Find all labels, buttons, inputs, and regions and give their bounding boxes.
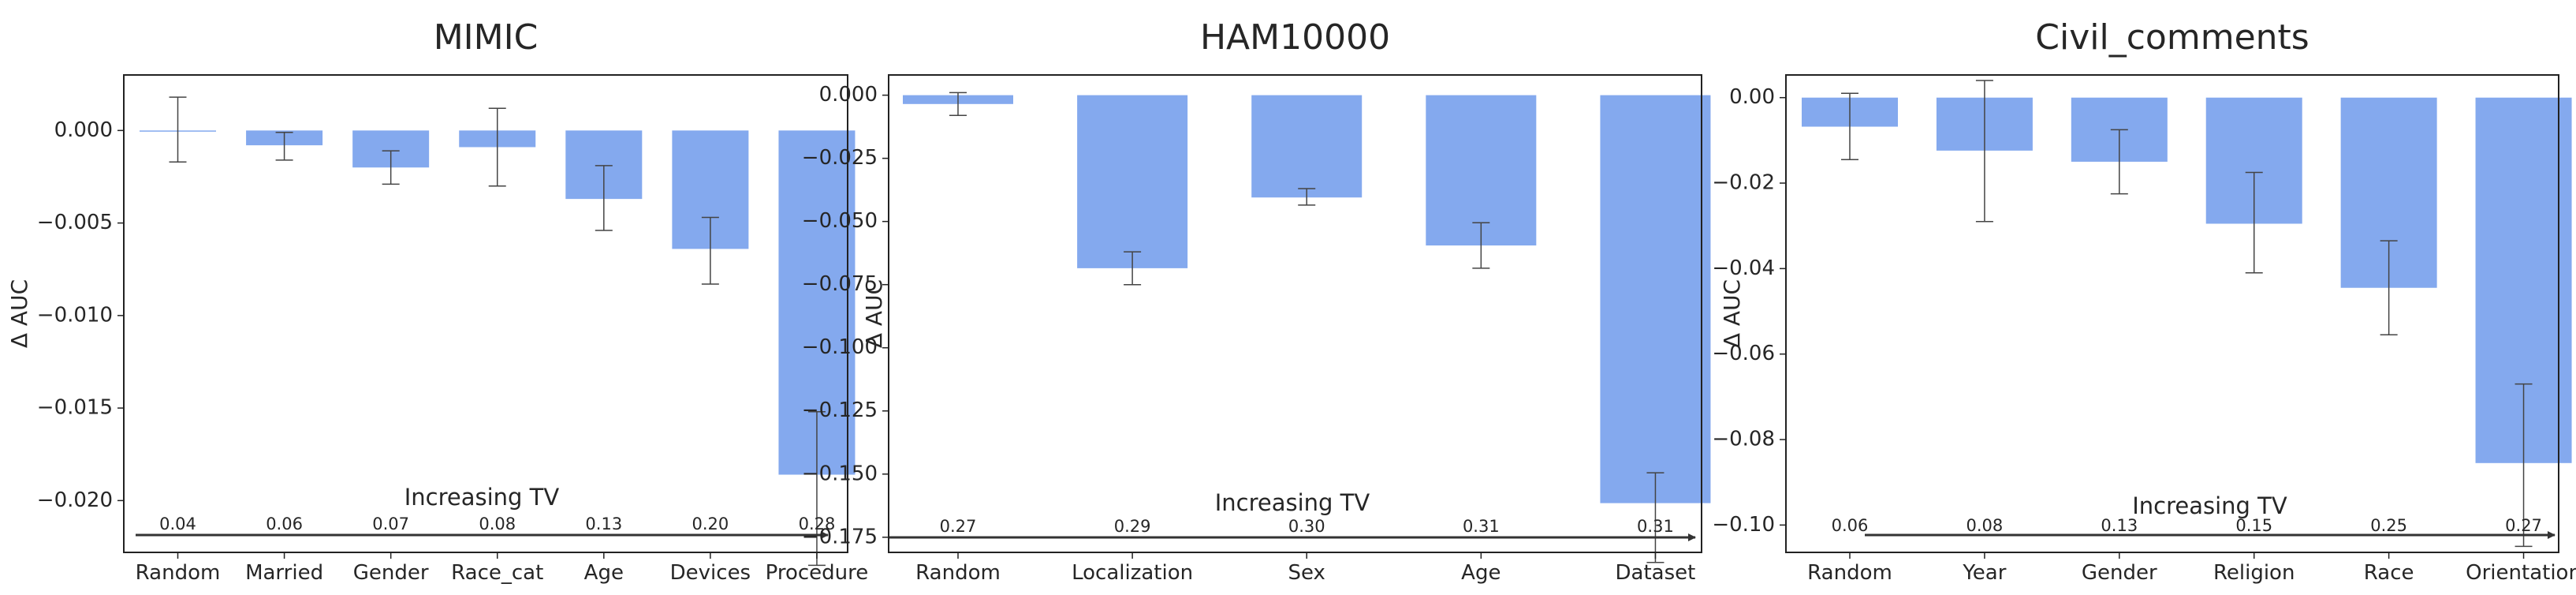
plot-frame bbox=[123, 74, 848, 553]
increasing-tv-label: Increasing TV bbox=[1215, 489, 1370, 516]
error-bar bbox=[169, 96, 187, 163]
x-tick-label: Devices bbox=[670, 561, 751, 585]
plot-frame bbox=[888, 74, 1702, 553]
tv-value-label: 0.15 bbox=[2235, 516, 2272, 535]
y-tick-label: −0.175 bbox=[802, 525, 878, 548]
error-bar bbox=[949, 92, 967, 116]
error-bar bbox=[1646, 472, 1665, 563]
y-tick-label: −0.08 bbox=[1712, 428, 1775, 451]
bar-localization bbox=[1077, 95, 1188, 268]
x-tick-label: Gender bbox=[2082, 561, 2157, 585]
x-tick-label: Sex bbox=[1288, 561, 1325, 585]
bar-dataset bbox=[1600, 95, 1711, 503]
y-tick-label: 0.000 bbox=[819, 83, 878, 107]
y-tick-label: −0.100 bbox=[802, 335, 878, 359]
error-bar bbox=[595, 165, 613, 231]
x-tick-label: Random bbox=[915, 561, 1001, 585]
x-tick-label: Age bbox=[1461, 561, 1500, 585]
error-bar bbox=[488, 107, 506, 187]
tv-value-label: 0.27 bbox=[940, 517, 977, 536]
y-tick-label: −0.04 bbox=[1712, 256, 1775, 280]
chart-title: MIMIC bbox=[434, 17, 539, 58]
error-bar bbox=[807, 411, 826, 567]
x-tick-label: Age bbox=[584, 561, 624, 585]
tv-value-label: 0.13 bbox=[585, 515, 622, 533]
error-bar bbox=[275, 131, 293, 161]
chart-panel-3: Civil_comments Δ AUC 0.00 −0.02 −0.04 −0.06 −0… bbox=[1712, 17, 2576, 585]
y-tick-label: −0.010 bbox=[37, 303, 113, 327]
x-tick-label: Year bbox=[1962, 561, 2006, 585]
y-tick-label: −0.06 bbox=[1712, 342, 1775, 365]
tv-value-label: 0.25 bbox=[2370, 516, 2407, 535]
tv-value-label: 0.31 bbox=[1463, 517, 1500, 536]
error-bar bbox=[2245, 171, 2263, 274]
chart-title: HAM10000 bbox=[1200, 17, 1390, 58]
y-tick-label: −0.075 bbox=[802, 272, 878, 296]
x-tick-label: Married bbox=[245, 561, 323, 585]
tv-value-label: 0.04 bbox=[159, 515, 196, 533]
increasing-tv-label: Increasing TV bbox=[404, 484, 560, 511]
chart-panel-2: HAM10000 Δ AUC 0.000 −0.025 −0.050 −0.075 −0.1… bbox=[802, 17, 1711, 585]
bar-age bbox=[1426, 95, 1537, 246]
x-tick-label: Procedure bbox=[766, 561, 869, 585]
chart-title: Civil_comments bbox=[2035, 17, 2309, 58]
x-tick-label: Random bbox=[136, 561, 221, 585]
y-tick-label: −0.050 bbox=[802, 209, 878, 233]
error-bar bbox=[2110, 129, 2128, 195]
y-axis-label: Δ AUC bbox=[6, 279, 32, 348]
tv-value-label: 0.08 bbox=[1966, 516, 2004, 535]
x-tick-label: Localization bbox=[1072, 561, 1193, 585]
tv-value-label: 0.28 bbox=[799, 515, 836, 533]
y-tick-label: −0.015 bbox=[37, 396, 113, 420]
y-tick-label: −0.025 bbox=[802, 146, 878, 170]
y-tick-label: −0.125 bbox=[802, 399, 878, 422]
tv-value-label: 0.06 bbox=[1832, 516, 1869, 535]
y-tick-label: −0.02 bbox=[1712, 171, 1775, 195]
y-tick-label: −0.020 bbox=[37, 488, 113, 512]
tv-value-label: 0.30 bbox=[1288, 517, 1325, 536]
error-bar bbox=[1124, 251, 1142, 286]
tv-value-label: 0.31 bbox=[1637, 517, 1674, 536]
y-tick-label: 0.000 bbox=[54, 118, 113, 142]
bar-sex bbox=[1251, 95, 1363, 198]
x-tick-label: Random bbox=[1807, 561, 1892, 585]
tv-value-label: 0.06 bbox=[266, 515, 303, 533]
error-bar bbox=[701, 216, 719, 285]
tv-value-label: 0.27 bbox=[2505, 516, 2542, 535]
tv-value-label: 0.13 bbox=[2101, 516, 2138, 535]
plot-frame bbox=[1785, 74, 2559, 553]
error-bar bbox=[1975, 80, 1993, 223]
chart-panel-1: MIMIC Δ AUC 0.000 −0.005 −0.010 −0.015 −0.020 R… bbox=[6, 17, 868, 585]
x-tick-label: Gender bbox=[353, 561, 429, 585]
tv-value-label: 0.08 bbox=[479, 515, 516, 533]
y-tick-label: −0.150 bbox=[802, 462, 878, 485]
tv-value-label: 0.20 bbox=[692, 515, 729, 533]
error-bar bbox=[2380, 240, 2398, 336]
error-bar bbox=[1841, 92, 1858, 160]
error-bar bbox=[382, 150, 400, 185]
y-tick-label: 0.00 bbox=[1729, 85, 1775, 109]
x-tick-label: Religion bbox=[2213, 561, 2295, 585]
tv-value-label: 0.07 bbox=[372, 515, 409, 533]
error-bar bbox=[1298, 188, 1316, 206]
error-bar bbox=[1472, 222, 1490, 269]
error-bar bbox=[2514, 383, 2533, 548]
y-tick-label: −0.10 bbox=[1712, 513, 1775, 537]
tv-value-label: 0.29 bbox=[1114, 517, 1151, 536]
x-tick-label: Race_cat bbox=[451, 561, 543, 585]
x-tick-label: Race bbox=[2364, 561, 2414, 585]
x-tick-label: Orientation bbox=[2466, 561, 2576, 585]
increasing-tv-label: Increasing TV bbox=[2132, 492, 2287, 519]
y-tick-label: −0.005 bbox=[37, 211, 113, 234]
y-axis-label: Δ AUC bbox=[1719, 279, 1745, 348]
x-tick-label: Dataset bbox=[1616, 561, 1696, 585]
y-axis-label: Δ AUC bbox=[861, 279, 887, 348]
